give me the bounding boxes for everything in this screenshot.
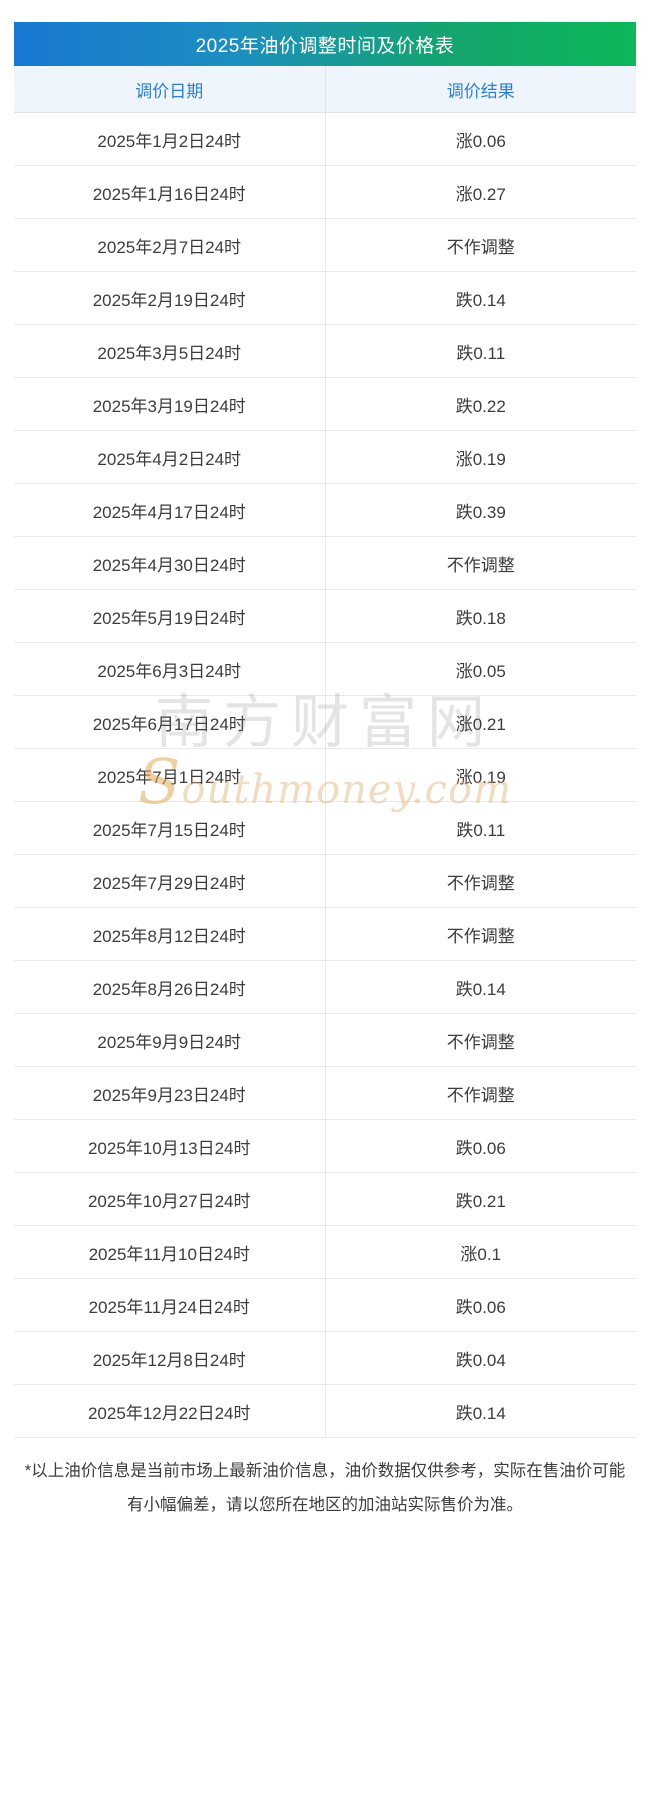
column-header-result: 调价结果 — [325, 66, 636, 113]
table-row: 2025年7月1日24时 涨0.19 — [14, 748, 636, 802]
cell-result: 不作调整 — [325, 536, 636, 590]
table-row: 2025年6月17日24时 涨0.21 — [14, 695, 636, 749]
cell-result: 涨0.05 — [325, 642, 636, 696]
table-row: 2025年9月23日24时 不作调整 — [14, 1066, 636, 1120]
cell-result: 涨0.19 — [325, 748, 636, 802]
table-row: 2025年3月19日24时 跌0.22 — [14, 377, 636, 431]
table-row: 2025年7月29日24时 不作调整 — [14, 854, 636, 908]
cell-result: 涨0.27 — [325, 165, 636, 219]
cell-date: 2025年7月29日24时 — [14, 854, 326, 908]
cell-result: 涨0.1 — [325, 1225, 636, 1279]
cell-result: 跌0.21 — [325, 1172, 636, 1226]
table-header: 调价日期 调价结果 — [14, 66, 636, 113]
cell-result: 不作调整 — [325, 218, 636, 272]
cell-result: 跌0.14 — [325, 271, 636, 325]
cell-result: 涨0.06 — [325, 112, 636, 166]
column-header-date: 调价日期 — [14, 66, 326, 113]
footnote: *以上油价信息是当前市场上最新油价信息，油价数据仅供参考，实际在售油价可能有小幅… — [24, 1462, 626, 1514]
oil-price-table: 调价日期 调价结果 2025年1月2日24时 涨0.06 2025年1月16日24时… — [14, 66, 636, 1438]
cell-date: 2025年10月27日24时 — [14, 1172, 326, 1226]
cell-date: 2025年8月12日24时 — [14, 907, 326, 961]
cell-date: 2025年3月19日24时 — [14, 377, 326, 431]
cell-result: 跌0.06 — [325, 1278, 636, 1332]
cell-date: 2025年11月10日24时 — [14, 1225, 326, 1279]
cell-date: 2025年8月26日24时 — [14, 960, 326, 1014]
table-row: 2025年2月7日24时 不作调整 — [14, 218, 636, 272]
cell-result: 跌0.11 — [325, 324, 636, 378]
table-row: 2025年6月3日24时 涨0.05 — [14, 642, 636, 696]
cell-date: 2025年9月9日24时 — [14, 1013, 326, 1067]
table-row: 2025年4月30日24时 不作调整 — [14, 536, 636, 590]
cell-date: 2025年11月24日24时 — [14, 1278, 326, 1332]
table-row: 2025年7月15日24时 跌0.11 — [14, 801, 636, 855]
table-row: 2025年8月26日24时 跌0.14 — [14, 960, 636, 1014]
table-row: 2025年10月27日24时 跌0.21 — [14, 1172, 636, 1226]
table-row: 2025年10月13日24时 跌0.06 — [14, 1119, 636, 1173]
cell-date: 2025年4月2日24时 — [14, 430, 326, 484]
table-row: 2025年5月19日24时 跌0.18 — [14, 589, 636, 643]
cell-result: 跌0.14 — [325, 1384, 636, 1438]
cell-date: 2025年6月17日24时 — [14, 695, 326, 749]
cell-date: 2025年1月2日24时 — [14, 112, 326, 166]
cell-date: 2025年10月13日24时 — [14, 1119, 326, 1173]
cell-result: 不作调整 — [325, 907, 636, 961]
table-body: 2025年1月2日24时 涨0.06 2025年1月16日24时 涨0.27 2025年… — [14, 112, 636, 1438]
cell-date: 2025年5月19日24时 — [14, 589, 326, 643]
table-row: 2025年2月19日24时 跌0.14 — [14, 271, 636, 325]
cell-date: 2025年4月17日24时 — [14, 483, 326, 537]
table-row: 2025年4月17日24时 跌0.39 — [14, 483, 636, 537]
cell-date: 2025年1月16日24时 — [14, 165, 326, 219]
table-row: 2025年8月12日24时 不作调整 — [14, 907, 636, 961]
cell-date: 2025年2月7日24时 — [14, 218, 326, 272]
cell-result: 跌0.22 — [325, 377, 636, 431]
table-row: 2025年1月16日24时 涨0.27 — [14, 165, 636, 219]
table-row: 2025年4月2日24时 涨0.19 — [14, 430, 636, 484]
table-row: 2025年11月10日24时 涨0.1 — [14, 1225, 636, 1279]
cell-result: 涨0.19 — [325, 430, 636, 484]
cell-date: 2025年4月30日24时 — [14, 536, 326, 590]
table-header-row: 调价日期 调价结果 — [14, 66, 636, 113]
cell-result: 跌0.18 — [325, 589, 636, 643]
cell-result: 跌0.11 — [325, 801, 636, 855]
cell-result: 不作调整 — [325, 1013, 636, 1067]
cell-result: 跌0.04 — [325, 1331, 636, 1385]
cell-date: 2025年6月3日24时 — [14, 642, 326, 696]
cell-date: 2025年12月8日24时 — [14, 1331, 326, 1385]
cell-date: 2025年7月1日24时 — [14, 748, 326, 802]
table-row: 2025年1月2日24时 涨0.06 — [14, 112, 636, 166]
cell-date: 2025年3月5日24时 — [14, 324, 326, 378]
cell-result: 不作调整 — [325, 1066, 636, 1120]
cell-date: 2025年2月19日24时 — [14, 271, 326, 325]
table-row: 2025年12月8日24时 跌0.04 — [14, 1331, 636, 1385]
cell-date: 2025年9月23日24时 — [14, 1066, 326, 1120]
cell-result: 不作调整 — [325, 854, 636, 908]
cell-result: 跌0.39 — [325, 483, 636, 537]
table-row: 2025年9月9日24时 不作调整 — [14, 1013, 636, 1067]
table-row: 2025年3月5日24时 跌0.11 — [14, 324, 636, 378]
price-table-page: 2025年油价调整时间及价格表 调价日期 调价结果 2025年1月2日24时 涨0… — [14, 22, 636, 1514]
cell-result: 跌0.06 — [325, 1119, 636, 1173]
page-title: 2025年油价调整时间及价格表 — [14, 22, 636, 66]
cell-date: 2025年7月15日24时 — [14, 801, 326, 855]
cell-result: 涨0.21 — [325, 695, 636, 749]
table-row: 2025年11月24日24时 跌0.06 — [14, 1278, 636, 1332]
cell-result: 跌0.14 — [325, 960, 636, 1014]
cell-date: 2025年12月22日24时 — [14, 1384, 326, 1438]
table-row: 2025年12月22日24时 跌0.14 — [14, 1384, 636, 1438]
